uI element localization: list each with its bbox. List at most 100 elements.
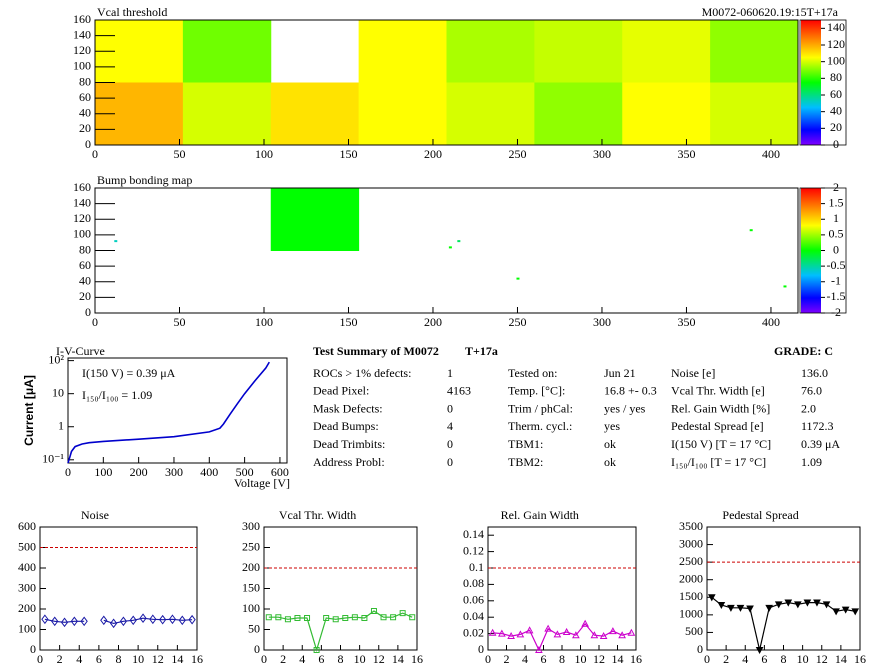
summary-label: ROCs > 1% defects: xyxy=(313,366,411,380)
heatmap-cell xyxy=(710,20,799,83)
y-tick-label: 1 xyxy=(58,418,64,432)
heatmap-cell xyxy=(622,20,711,83)
x-tick-label: 4 xyxy=(742,652,748,666)
data-point xyxy=(516,630,525,638)
summary-label: Tested on: xyxy=(508,366,557,380)
heatmap-cell xyxy=(270,82,360,146)
x-tick-label: 500 xyxy=(236,465,254,479)
plot-frame xyxy=(67,357,288,464)
plot-frame xyxy=(263,526,418,651)
z-tick-label: 0 xyxy=(833,137,839,151)
x-tick-label: 2 xyxy=(57,652,63,666)
y-tick-label: 10² xyxy=(48,352,64,366)
data-point xyxy=(627,628,636,636)
heatmap-pixel xyxy=(457,240,461,243)
z-tick-label: 40 xyxy=(830,103,842,117)
chart-subtitle: M0072-060620.19:15T+17a xyxy=(702,5,839,19)
data-point xyxy=(581,619,589,627)
x-tick-label: 8 xyxy=(116,652,122,666)
data-point xyxy=(736,604,745,612)
x-tick-label: 14 xyxy=(171,652,183,666)
z-tick-label: 100 xyxy=(827,53,845,67)
plot-frame xyxy=(706,526,861,651)
data-point xyxy=(109,618,118,629)
z-tick-label: -2 xyxy=(831,305,841,319)
y-tick-label: 400 xyxy=(18,560,36,574)
x-tick-label: 8 xyxy=(338,652,344,666)
plot-frame xyxy=(95,188,798,313)
x-tick-label: 0 xyxy=(92,147,98,161)
data-line xyxy=(67,361,270,464)
data-point xyxy=(159,614,167,625)
summary-label: Trim / phCal: xyxy=(508,401,573,415)
data-point xyxy=(70,616,78,627)
x-tick-label: 50 xyxy=(173,147,185,161)
y-tick-label: 160 xyxy=(73,12,91,26)
y-tick-label: 3000 xyxy=(679,536,703,550)
x-tick-label: 4 xyxy=(76,652,82,666)
y-tick-label: 2000 xyxy=(679,571,703,585)
y-tick-label: 250 xyxy=(242,539,260,553)
x-tick-label: 100 xyxy=(255,147,273,161)
data-point xyxy=(399,610,406,617)
x-tick-label: 10 xyxy=(575,652,587,666)
x-tick-label: 350 xyxy=(677,147,695,161)
data-point xyxy=(832,608,840,616)
summary-label: Dead Trimbits: xyxy=(313,437,385,451)
heatmap-cell xyxy=(182,82,272,146)
x-tick-label: 16 xyxy=(630,652,642,666)
x-tick-label: 12 xyxy=(816,652,828,666)
data-point xyxy=(370,608,377,615)
data-point xyxy=(609,627,617,635)
x-tick-label: 4 xyxy=(522,652,528,666)
data-point xyxy=(618,631,626,639)
data-point xyxy=(380,614,387,621)
y-tick-label: 500 xyxy=(18,539,36,553)
y-tick-label: 150 xyxy=(242,580,260,594)
data-point xyxy=(119,616,128,627)
y-tick-label: 0.02 xyxy=(463,625,484,639)
annotation: I(150 V) = 0.39 μA xyxy=(82,366,176,380)
data-point xyxy=(717,602,726,610)
y-tick-label: 20 xyxy=(79,121,91,135)
z-tick-label: 2 xyxy=(833,180,839,194)
y-tick-label: 0 xyxy=(697,642,703,656)
data-point xyxy=(149,614,157,625)
summary-value: ok xyxy=(604,437,616,451)
x-tick-label: 12 xyxy=(152,652,164,666)
y-tick-label: 20 xyxy=(79,289,91,303)
chart-title: Rel. Gain Width xyxy=(501,508,579,522)
x-tick-label: 400 xyxy=(762,147,780,161)
x-tick-label: 300 xyxy=(593,147,611,161)
data-point xyxy=(746,605,754,613)
x-tick-label: 4 xyxy=(299,652,305,666)
y-tick-label: 0 xyxy=(478,642,484,656)
data-point xyxy=(507,632,515,640)
summary-value: 2.0 xyxy=(801,401,816,415)
y-tick-label: 60 xyxy=(79,258,91,272)
y-tick-label: 0.12 xyxy=(463,543,484,557)
y-tick-label: 200 xyxy=(18,601,36,615)
data-point xyxy=(265,614,272,621)
summary-value: 4163 xyxy=(447,384,471,398)
z-tick-label: 1.5 xyxy=(829,195,844,209)
x-tick-label: 16 xyxy=(411,652,423,666)
x-tick-label: 8 xyxy=(559,652,565,666)
y-tick-label: 120 xyxy=(73,43,91,57)
x-tick-label: 150 xyxy=(339,315,357,329)
summary-value: 0.39 μA xyxy=(801,437,840,451)
heatmap-cell xyxy=(358,20,447,83)
summary-title: Test Summary of M0072 xyxy=(313,344,439,358)
y-tick-label: 300 xyxy=(18,580,36,594)
heatmap-cell xyxy=(446,20,535,83)
summary-value: 1.09 xyxy=(801,455,822,469)
data-point xyxy=(80,616,88,627)
summary-value: yes / yes xyxy=(604,401,646,415)
y-tick-label: 0 xyxy=(30,642,36,656)
data-point xyxy=(841,606,850,614)
x-tick-label: 8 xyxy=(781,652,787,666)
chart-title: Vcal Thr. Width xyxy=(279,508,356,522)
summary-value: 0 xyxy=(447,401,453,415)
x-tick-label: 200 xyxy=(424,147,442,161)
y-tick-label: 200 xyxy=(242,560,260,574)
